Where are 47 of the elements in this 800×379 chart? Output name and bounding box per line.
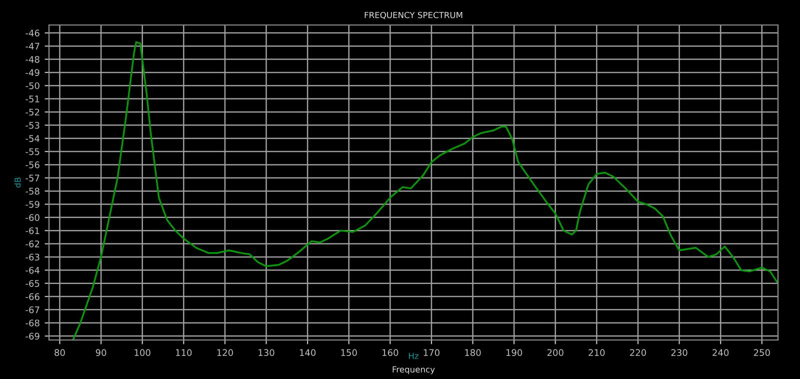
y-tick-label: -57 bbox=[26, 174, 40, 182]
x-tick-label: 190 bbox=[506, 349, 522, 356]
x-tick-label: 120 bbox=[217, 349, 233, 356]
line-series bbox=[72, 41, 778, 340]
y-tick-label: -46 bbox=[26, 30, 40, 36]
y-tick-label: -54 bbox=[26, 135, 40, 142]
x-tick-label: 240 bbox=[712, 349, 729, 356]
y-tick-label: -50 bbox=[26, 82, 40, 90]
y-tick-label: -49 bbox=[26, 69, 40, 76]
x-tick-label: 170 bbox=[424, 349, 440, 356]
y-tick-label: -59 bbox=[26, 200, 40, 208]
x-tick-label: 230 bbox=[671, 349, 688, 356]
y-tick-label: -61 bbox=[26, 227, 40, 234]
x-tick-label: 160 bbox=[382, 349, 398, 356]
y-tick-label: -64 bbox=[26, 266, 40, 274]
x-tick-label: 110 bbox=[176, 349, 192, 356]
x-tick-label: 180 bbox=[465, 349, 481, 356]
y-tick-label: -47 bbox=[26, 42, 40, 50]
y-tick-label: -65 bbox=[26, 280, 40, 287]
y-tick-label: -66 bbox=[26, 293, 40, 300]
x-tick-label: 250 bbox=[754, 349, 770, 356]
x-tick-label: 220 bbox=[630, 349, 646, 356]
x-tick-label: 90 bbox=[96, 349, 106, 356]
y-tick-label: -69 bbox=[26, 332, 40, 340]
y-axis-title: dB bbox=[14, 178, 21, 188]
text: Hz bbox=[408, 352, 418, 359]
chart-title: FREQUENCY SPECTRUM bbox=[364, 12, 462, 20]
y-tick-label: -52 bbox=[26, 108, 40, 116]
y-tick-label: -60 bbox=[26, 214, 40, 221]
x-tick-label: 200 bbox=[547, 349, 564, 356]
y-tick-label: -56 bbox=[26, 161, 40, 168]
x-axis-title: Frequency bbox=[392, 366, 435, 374]
y-tick-label: -48 bbox=[26, 56, 40, 63]
x-tick-label: 80 bbox=[54, 349, 65, 356]
y-tick-label: -62 bbox=[26, 240, 40, 248]
x-tick-label: 130 bbox=[258, 349, 274, 356]
y-tick-label: -58 bbox=[26, 188, 40, 195]
y-tick-label: -51 bbox=[26, 96, 40, 102]
y-tick-label: -67 bbox=[26, 306, 40, 314]
y-tick-label: -68 bbox=[26, 320, 40, 326]
x-tick-label: 210 bbox=[588, 349, 605, 356]
y-tick-label: -53 bbox=[26, 122, 40, 129]
x-tick-label: 140 bbox=[300, 349, 316, 356]
x-tick-label: 100 bbox=[134, 349, 150, 356]
y-tick-label: -55 bbox=[26, 148, 40, 156]
x-tick-label: 150 bbox=[341, 349, 357, 356]
y-tick-label: -63 bbox=[26, 254, 40, 261]
